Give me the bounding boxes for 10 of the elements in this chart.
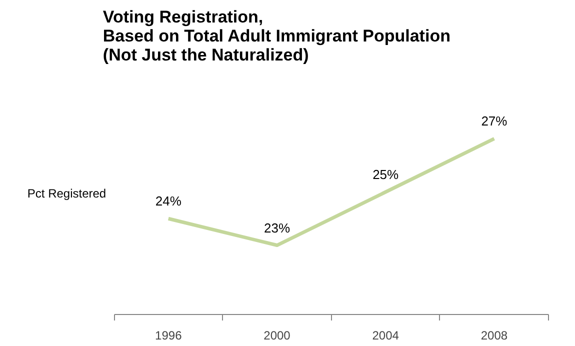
data-label: 27%	[481, 114, 508, 129]
data-label: 24%	[155, 194, 182, 209]
x-tick-label: 2004	[372, 328, 400, 342]
text: Pct Registered	[27, 186, 106, 201]
data-label: 25%	[372, 167, 400, 182]
data-label: 23%	[264, 220, 290, 236]
x-tick-label: 1996	[155, 328, 182, 342]
chart-title: Voting Registration, Based on Total Adult Immigrant Population (Not Just the Naturalized)	[102, 8, 450, 64]
x-tick-label: 2000	[264, 328, 291, 342]
x-tick-label: 2008	[480, 328, 508, 342]
